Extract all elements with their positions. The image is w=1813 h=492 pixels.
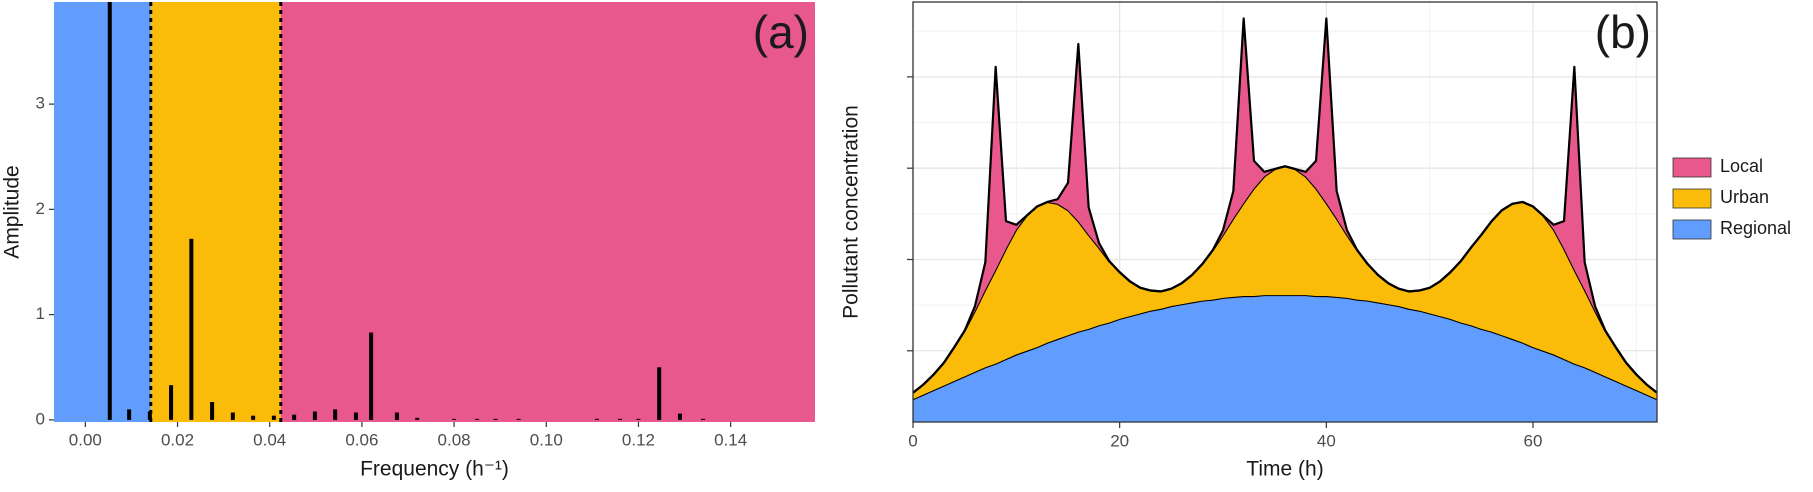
bar — [169, 385, 174, 420]
frequency-band — [150, 2, 281, 422]
area-outline — [912, 17, 1658, 394]
bar — [210, 402, 215, 420]
bar — [369, 332, 374, 420]
bar — [147, 411, 152, 420]
legend-key — [1672, 188, 1712, 209]
frequency-band — [280, 2, 815, 422]
x-tick-label: 0.10 — [530, 430, 563, 449]
plot-border — [912, 1, 1658, 423]
x-tick-label: 0.06 — [345, 430, 378, 449]
bar — [107, 2, 112, 420]
bar — [353, 412, 358, 420]
area — [913, 166, 1657, 400]
y-tick-label: 0 — [36, 409, 45, 428]
bar — [516, 418, 521, 420]
x-tick-label: 0.02 — [161, 430, 194, 449]
bar — [394, 412, 399, 420]
bar — [189, 238, 194, 420]
x-axis-title: Time (h) — [1246, 458, 1323, 481]
bar — [251, 415, 256, 420]
x-tick-label: 40 — [1317, 431, 1336, 450]
x-tick-label: 0.12 — [622, 430, 655, 449]
y-tick-label: 2 — [36, 199, 45, 218]
y-tick-label: 3 — [36, 94, 45, 113]
bar — [700, 418, 705, 420]
bar — [312, 411, 317, 420]
bar — [292, 414, 297, 420]
bar — [657, 367, 662, 420]
bar — [493, 418, 498, 420]
bar — [333, 409, 338, 420]
bar — [452, 418, 457, 420]
bar — [475, 418, 480, 420]
bar — [636, 418, 641, 420]
x-axis-title: Frequency (h⁻¹) — [360, 458, 509, 481]
y-tick-label: 1 — [36, 304, 45, 323]
x-tick-label: 60 — [1524, 431, 1543, 450]
bar — [127, 409, 132, 420]
area — [913, 18, 1657, 393]
y-axis-title: Amplitude — [1, 165, 24, 258]
x-tick-label: 0 — [908, 431, 917, 450]
panel-label: (b) — [1595, 6, 1651, 58]
x-tick-label: 0.00 — [69, 430, 102, 449]
x-tick-label: 0.04 — [253, 430, 286, 449]
bar — [677, 413, 682, 420]
panel-label: (a) — [753, 6, 809, 58]
legend-key — [1672, 219, 1712, 240]
y-axis-title: Pollutant concentration — [840, 105, 863, 319]
bar — [594, 418, 599, 420]
x-tick-label: 0.14 — [714, 430, 747, 449]
bar — [230, 412, 235, 420]
legend-label: Regional — [1720, 218, 1791, 238]
legend-label: Urban — [1720, 187, 1769, 207]
legend-key — [1672, 157, 1712, 178]
frequency-band — [54, 2, 151, 422]
x-tick-label: 0.08 — [438, 430, 471, 449]
bar — [271, 415, 276, 420]
x-tick-label: 20 — [1110, 431, 1129, 450]
bar — [415, 417, 420, 420]
area — [913, 295, 1657, 422]
bar — [618, 418, 623, 420]
legend-label: Local — [1720, 156, 1763, 176]
